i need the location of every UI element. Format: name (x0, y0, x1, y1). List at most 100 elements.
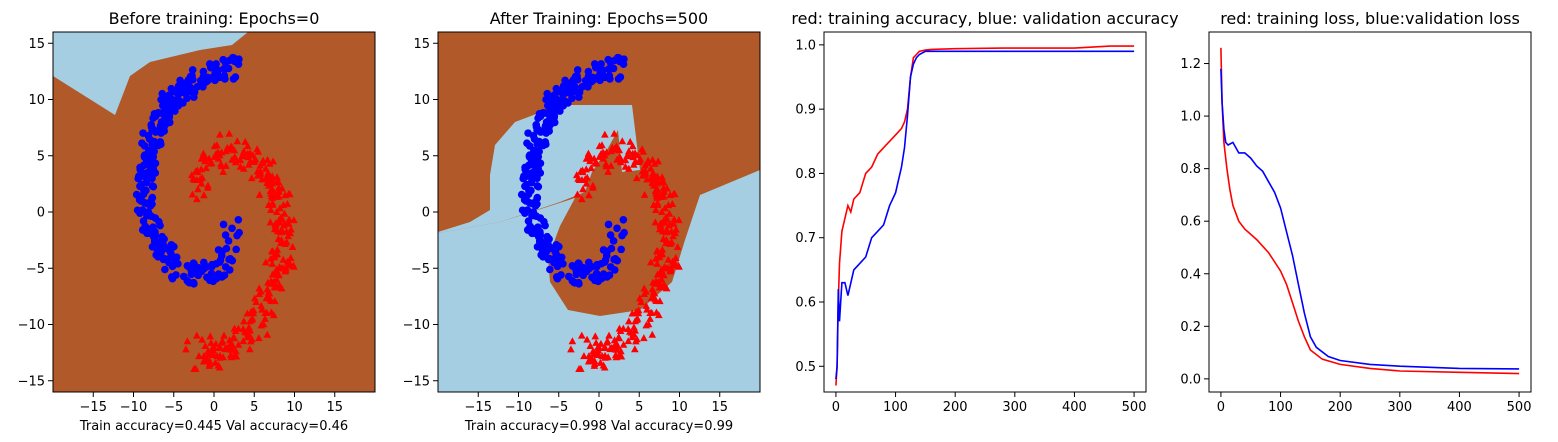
blue-circle-point (228, 224, 236, 233)
blue-circle-point (606, 231, 615, 239)
red-triangle-point (658, 177, 666, 185)
red-triangle-point (596, 358, 605, 366)
red-triangle-point (198, 335, 206, 343)
red-triangle-point (233, 137, 242, 145)
blue-circle-point (559, 96, 567, 105)
blue-circle-point (589, 76, 598, 84)
red-triangle-point (631, 149, 639, 157)
blue-circle-point (535, 237, 544, 246)
red-triangle-point (205, 360, 214, 368)
blue-circle-point (555, 104, 564, 113)
red-triangle-point (190, 176, 199, 184)
x-tick-label: 100 (883, 400, 908, 415)
red-triangle-point (602, 160, 610, 168)
y-tick-label: 10 (28, 93, 45, 108)
blue-circle-point (182, 79, 191, 88)
blue-circle-point (199, 258, 208, 267)
blue-circle-point (148, 174, 156, 183)
red-triangle-point (249, 309, 258, 317)
blue-circle-point (149, 164, 158, 173)
red-triangle-point (187, 171, 196, 179)
red-triangle-point (612, 338, 621, 346)
red-triangle-point (274, 270, 283, 278)
red-triangle-point (663, 184, 671, 192)
red-triangle-point (219, 167, 227, 175)
red-triangle-point (616, 158, 625, 166)
red-triangle-point (210, 344, 219, 352)
red-triangle-point (213, 141, 221, 149)
red-series-line (835, 45, 1135, 386)
red-triangle-point (625, 164, 633, 172)
red-triangle-point (269, 247, 277, 255)
blue-circle-point (160, 111, 169, 119)
red-triangle-point (592, 338, 600, 346)
blue-circle-point (142, 186, 150, 195)
y-tick-label: 0.0 (1180, 372, 1201, 387)
blue-circle-point (212, 60, 220, 68)
y-tick-label: −10 (18, 318, 45, 333)
red-triangle-point (578, 168, 587, 176)
x-axis-label: Train accuracy=0.445 Val accuracy=0.46 (79, 419, 348, 434)
blue-circle-point (148, 182, 157, 190)
blue-circle-point (140, 198, 149, 207)
blue-circle-point (154, 141, 162, 150)
x-tick-label: 15 (326, 400, 343, 415)
red-triangle-point (225, 129, 234, 137)
red-triangle-point (222, 344, 230, 352)
red-triangle-point (610, 129, 619, 137)
blue-circle-point (153, 246, 162, 255)
red-triangle-point (583, 335, 591, 343)
blue-circle-point (214, 270, 223, 278)
blue-circle-point (604, 65, 613, 73)
red-triangle-point (272, 207, 281, 215)
red-triangle-point (601, 351, 609, 359)
x-tick-label: −5 (164, 400, 183, 415)
red-triangle-point (211, 358, 220, 366)
blue-circle-point (542, 129, 550, 137)
blue-circle-point (530, 135, 539, 143)
blue-circle-point (147, 158, 156, 167)
red-triangle-point (653, 198, 662, 206)
blue-circle-point (141, 225, 150, 234)
red-triangle-point (595, 344, 604, 352)
red-triangle-point (613, 155, 621, 163)
blue-circle-point (165, 91, 174, 99)
y-tick-label: 15 (413, 37, 430, 52)
red-triangle-point (273, 249, 281, 257)
red-triangle-point (643, 305, 651, 313)
blue-circle-point (189, 278, 198, 287)
red-triangle-point (653, 175, 662, 183)
red-triangle-point (651, 254, 660, 262)
red-triangle-point (659, 270, 668, 278)
axes-frame (823, 31, 1147, 393)
blue-circle-point (605, 71, 614, 80)
red-triangle-point (585, 191, 593, 199)
red-triangle-point (664, 255, 673, 263)
red-triangle-point (595, 152, 604, 160)
blue-circle-point (189, 260, 198, 268)
red-triangle-point (600, 150, 608, 158)
blue-circle-point (158, 101, 167, 110)
red-triangle-point (216, 343, 225, 351)
blue-circle-point (231, 73, 240, 81)
blue-circle-point (606, 58, 615, 67)
blue-circle-point (559, 82, 568, 90)
panel-after-training: −15 −10 −5 0 5 10 15 −15 −10 −5 0 5 10 15 After Train… (403, 9, 761, 434)
red-triangle-point (197, 179, 206, 187)
red-triangle-point (265, 159, 274, 167)
y-tick-label: 1.0 (1180, 110, 1201, 125)
red-triangle-point (267, 297, 276, 305)
red-triangle-point (216, 351, 224, 359)
red-triangle-point (629, 160, 638, 168)
red-triangle-point (591, 159, 599, 167)
blue-circle-point (209, 277, 217, 286)
red-triangle-point (648, 330, 657, 338)
red-triangle-point (246, 345, 254, 353)
red-triangle-point (273, 245, 282, 253)
blue-circle-point (196, 76, 205, 85)
red-triangle-point (648, 155, 657, 163)
red-triangle-point (247, 174, 256, 182)
red-triangle-point (603, 338, 611, 346)
red-triangle-point (631, 317, 639, 325)
blue-circle-point (594, 277, 602, 286)
